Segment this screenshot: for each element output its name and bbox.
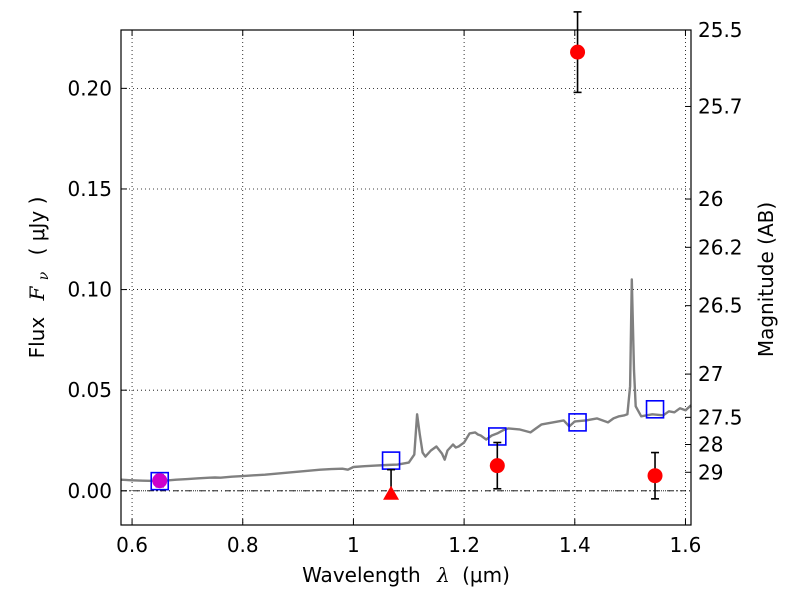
y2-tick-label: 26.2	[698, 235, 743, 259]
model-phot-square	[645, 399, 665, 419]
y2-tick-label: 25.7	[698, 94, 743, 118]
model-phot-square	[568, 413, 587, 432]
y-axis-label: Flux F ν ( μJy )	[25, 197, 53, 359]
x-tick-label: 1.4	[559, 533, 591, 557]
y-axis-label-text: Flux	[25, 317, 49, 359]
x-axis-label-unit: (μm)	[462, 563, 510, 587]
observed-point	[570, 44, 586, 60]
upper-limit-marker	[383, 485, 400, 500]
grid	[121, 30, 691, 525]
observed-point	[152, 473, 168, 489]
y-tick-label: 0.00	[67, 479, 112, 503]
observed-photometry	[152, 11, 663, 500]
y2-tick-label: 25.5	[698, 18, 743, 42]
plot-frame	[120, 29, 692, 526]
y-tick-label: 0.10	[67, 278, 112, 302]
x-tick-label: 0.6	[116, 533, 148, 557]
y-tick-label: 0.05	[67, 378, 112, 402]
x-tick-label: 1.2	[448, 533, 480, 557]
x-axis-label-text: Wavelength	[302, 563, 421, 587]
x-tick-label: 1.6	[670, 533, 702, 557]
x-axis-label-symbol: λ	[436, 563, 450, 587]
y2-tick-label: 27.5	[698, 405, 743, 429]
y2-tick-label: 26.5	[698, 294, 743, 318]
y-axis-label-unit: ( μJy )	[25, 197, 49, 256]
model-spectrum-line	[120, 278, 692, 483]
x-axis-label: Wavelength λ (μm)	[302, 563, 510, 587]
y-axis-label-symbol: F	[25, 285, 49, 301]
y-tick-label: 0.20	[67, 76, 112, 100]
y-axis-label-subscript: ν	[36, 271, 52, 280]
y2-tick-label: 28	[698, 433, 723, 457]
axis-ticks: 0.6 0.8 1 1.2 1.4 1.6 0.00 0.05 0.10 0.15 0.20 25.5…	[67, 18, 742, 557]
observed-point	[647, 468, 663, 484]
model-phot-square	[150, 471, 170, 491]
y-tick-label: 0.15	[67, 177, 112, 201]
model-phot-square	[381, 451, 401, 470]
model-spectrum	[120, 278, 692, 483]
model-photometry	[150, 399, 665, 491]
observed-point	[489, 458, 505, 474]
x-tick-label: 0.8	[227, 533, 259, 557]
y2-tick-label: 26	[698, 187, 723, 211]
y2-tick-label: 29	[698, 460, 723, 484]
y2-axis-label: Magnitude (AB)	[754, 202, 778, 357]
y2-tick-label: 27	[698, 362, 723, 386]
x-tick-label: 1	[347, 533, 360, 557]
